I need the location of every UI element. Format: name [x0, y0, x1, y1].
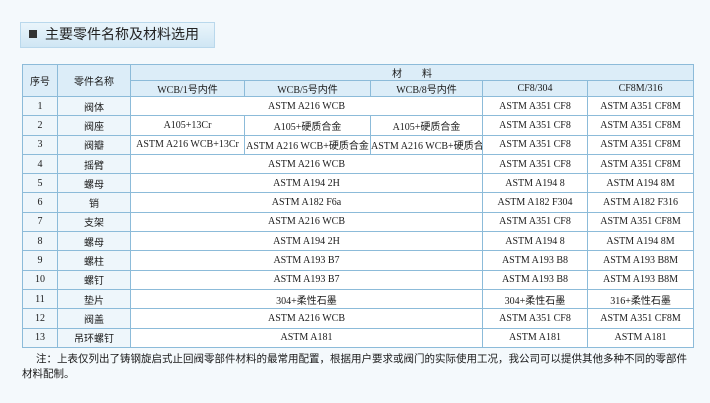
material-cell: ASTM A351 CF8	[482, 308, 588, 329]
table-row: 3 阀瓣 ASTM A216 WCB+13Cr ASTM A216 WCB+硬质合金 A…	[22, 134, 695, 155]
material-cell: A105+硬质合金	[244, 115, 371, 136]
row-number: 10	[22, 269, 58, 290]
material-cell: ASTM A194 2H	[130, 231, 483, 252]
table-row: 11 垫片 304+柔性石墨 304+柔性石墨 316+柔性石墨	[22, 288, 695, 310]
material-cell: ASTM A193 B8	[482, 250, 588, 271]
part-name: 螺母	[57, 231, 131, 252]
material-cell: ASTM A193 B7	[130, 250, 483, 271]
material-cell: 304+柔性石墨	[130, 288, 483, 310]
row-number: 7	[22, 211, 58, 233]
table-row: 5 螺母 ASTM A194 2H ASTM A194 8 ASTM A194 8M	[22, 173, 695, 194]
row-number: 4	[22, 153, 58, 175]
part-name: 吊环螺钉	[57, 327, 131, 348]
row-number: 9	[22, 250, 58, 271]
material-cell: ASTM A351 CF8M	[586, 153, 695, 175]
material-cell: ASTM A216 WCB	[130, 153, 483, 175]
part-name: 阀体	[57, 95, 131, 117]
material-cell: ASTM A351 CF8M	[586, 308, 695, 329]
part-name: 垫片	[57, 288, 131, 310]
row-number: 1	[22, 95, 58, 117]
part-name: 螺钉	[57, 269, 131, 290]
material-cell: 304+柔性石墨	[482, 288, 588, 310]
table-row: 12 阀盖 ASTM A216 WCB ASTM A351 CF8 ASTM A351 …	[22, 308, 695, 329]
row-number: 6	[22, 192, 58, 213]
material-cell: ASTM A216 WCB	[130, 95, 483, 117]
material-cell: ASTM A351 CF8	[482, 134, 588, 155]
table-row: 9 螺柱 ASTM A193 B7 ASTM A193 B8 ASTM A193 B8M	[22, 250, 695, 271]
row-number: 12	[22, 308, 58, 329]
footnote: 注：上表仅列出了铸钢旋启式止回阀零部件材料的最常用配置，根据用户要求或阀门的实际…	[22, 354, 687, 380]
table-row: 10 螺钉 ASTM A193 B7 ASTM A193 B8 ASTM A193 B8…	[22, 269, 695, 290]
table-body: 1 阀体 ASTM A216 WCB ASTM A351 CF8 ASTM A351 C…	[22, 95, 695, 348]
grade-header: WCB/8号内件	[370, 80, 483, 97]
material-cell: ASTM A351 CF8M	[586, 211, 695, 233]
material-cell: ASTM A182 F304	[482, 192, 588, 213]
part-name: 阀瓣	[57, 134, 131, 155]
table-row: 13 吊环螺钉 ASTM A181 ASTM A181 ASTM A181	[22, 327, 695, 348]
row-number: 8	[22, 231, 58, 252]
material-cell: ASTM A193 B7	[130, 269, 483, 290]
row-number: 5	[22, 173, 58, 194]
head-no: 序号	[22, 64, 58, 97]
material-cell: ASTM A182 F316	[586, 192, 695, 213]
part-name: 阀盖	[57, 308, 131, 329]
part-name: 销	[57, 192, 131, 213]
grade-header: WCB/1号内件	[130, 80, 245, 97]
table-head: 序号 零件名称材 料 WCB/1号内件 WCB/5号内件 WCB/8号内件 CF8/30…	[22, 64, 695, 97]
material-cell: ASTM A194 8	[482, 173, 588, 194]
material-cell: 316+柔性石墨	[586, 288, 695, 310]
material-cell: ASTM A351 CF8	[482, 115, 588, 136]
grade-header: CF8/304	[482, 80, 588, 97]
table-row: 1 阀体 ASTM A216 WCB ASTM A351 CF8 ASTM A351 C…	[22, 95, 695, 117]
part-name: 阀座	[57, 115, 131, 136]
material-cell: A105+硬质合金	[370, 115, 483, 136]
row-number: 11	[22, 288, 58, 310]
material-cell: ASTM A182 F6a	[130, 192, 483, 213]
part-name: 螺柱	[57, 250, 131, 271]
material-cell: ASTM A193 B8M	[586, 250, 695, 271]
material-table: 序号 零件名称材 料 WCB/1号内件 WCB/5号内件 WCB/8号内件 CF8/30…	[22, 64, 695, 348]
row-number: 13	[22, 327, 58, 348]
material-cell: ASTM A351 CF8M	[586, 115, 695, 136]
row-number: 3	[22, 134, 58, 155]
material-cell: ASTM A351 CF8	[482, 153, 588, 175]
material-cell: ASTM A181	[482, 327, 588, 348]
material-cell: ASTM A194 2H	[130, 173, 483, 194]
material-cell: ASTM A216 WCB+13Cr	[130, 134, 245, 155]
material-cell: ASTM A216 WCB+硬质合金	[370, 134, 483, 155]
material-cell: ASTM A351 CF8M	[586, 95, 695, 117]
row-number: 2	[22, 115, 58, 136]
head-material: 材 料	[129, 64, 695, 81]
material-cell: ASTM A351 CF8M	[586, 134, 695, 155]
material-cell: ASTM A216 WCB	[130, 308, 483, 329]
table-row: 8 螺母 ASTM A194 2H ASTM A194 8 ASTM A194 8M	[22, 231, 695, 252]
material-cell: ASTM A351 CF8	[482, 95, 588, 117]
material-cell: ASTM A194 8	[482, 231, 588, 252]
table-row: 6 销 ASTM A182 F6a ASTM A182 F304 ASTM A182 F…	[22, 192, 695, 213]
material-cell: ASTM A351 CF8	[482, 211, 588, 233]
section-title: 主要零件名称及材料选用	[20, 22, 215, 48]
table-row: 2 阀座 A105+13Cr A105+硬质合金 A105+硬质合金 ASTM A351 …	[22, 115, 695, 136]
table-row: 4 摇臂 ASTM A216 WCB ASTM A351 CF8 ASTM A351 C…	[22, 153, 695, 175]
material-cell: ASTM A181	[586, 327, 695, 348]
material-cell: ASTM A193 B8M	[586, 269, 695, 290]
part-name: 螺母	[57, 173, 131, 194]
table-row: 7 支架 ASTM A216 WCB ASTM A351 CF8 ASTM A351 C…	[22, 211, 695, 233]
material-cell: ASTM A194 8M	[586, 231, 695, 252]
grade-header: WCB/5号内件	[244, 80, 371, 97]
material-cell: ASTM A216 WCB	[130, 211, 483, 233]
head-name: 零件名称	[57, 64, 131, 97]
title-marker	[29, 30, 37, 38]
material-cell: ASTM A181	[130, 327, 483, 348]
material-cell: ASTM A216 WCB+硬质合金	[244, 134, 371, 155]
material-cell: ASTM A193 B8	[482, 269, 588, 290]
part-name: 支架	[57, 211, 131, 233]
grade-header: CF8M/316	[586, 80, 695, 97]
title-text: 主要零件名称及材料选用	[45, 27, 199, 43]
material-cell: ASTM A194 8M	[586, 173, 695, 194]
part-name: 摇臂	[57, 153, 131, 175]
material-cell: A105+13Cr	[130, 115, 245, 136]
